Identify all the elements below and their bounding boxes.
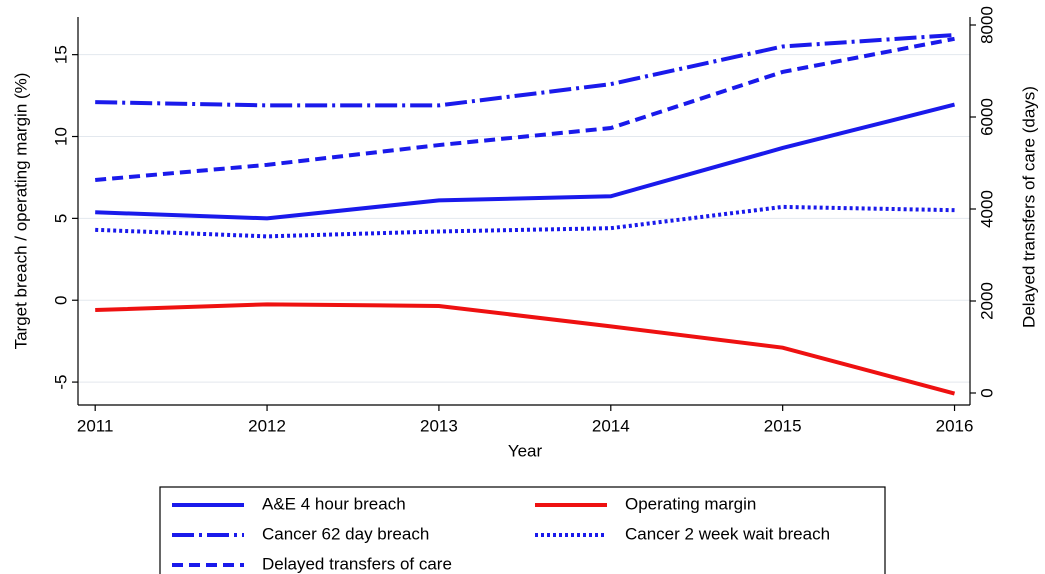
legend-label: Cancer 2 week wait breach xyxy=(625,524,830,543)
series-line xyxy=(95,33,955,108)
y-axis-label: Target breach / operating margin (%) xyxy=(11,73,30,350)
y-tick-label: 0 xyxy=(51,295,70,304)
x-tick-label: 2012 xyxy=(248,416,286,435)
y2-tick-label: 8000 xyxy=(977,6,996,44)
y2-tick-label: 4000 xyxy=(977,190,996,228)
x-axis-label: Year xyxy=(508,441,543,460)
series-line xyxy=(95,36,955,183)
legend-label: Operating margin xyxy=(625,494,756,513)
series-line xyxy=(95,302,956,396)
y2-tick-label: 6000 xyxy=(977,98,996,136)
y-tick-label: 15 xyxy=(51,45,70,64)
x-tick-label: 2011 xyxy=(77,416,114,435)
y2-tick-label: 2000 xyxy=(977,282,996,320)
series-line xyxy=(95,102,956,221)
legend-label: Cancer 62 day breach xyxy=(262,524,429,543)
y2-tick-label: 0 xyxy=(977,388,996,397)
x-tick-label: 2014 xyxy=(592,416,630,435)
x-tick-label: 2013 xyxy=(420,416,458,435)
legend-label: A&E 4 hour breach xyxy=(262,494,406,513)
y-tick-label: -5 xyxy=(51,375,70,390)
y-tick-label: 10 xyxy=(51,127,70,146)
legend-label: Delayed transfers of care xyxy=(262,554,452,573)
legend-box xyxy=(159,486,886,574)
series-line xyxy=(95,204,955,239)
y-tick-label: 5 xyxy=(51,214,70,223)
y2-axis-label: Delayed transfers of care (days) xyxy=(1019,86,1038,328)
x-tick-label: 2015 xyxy=(764,416,802,435)
x-tick-label: 2016 xyxy=(936,416,974,435)
